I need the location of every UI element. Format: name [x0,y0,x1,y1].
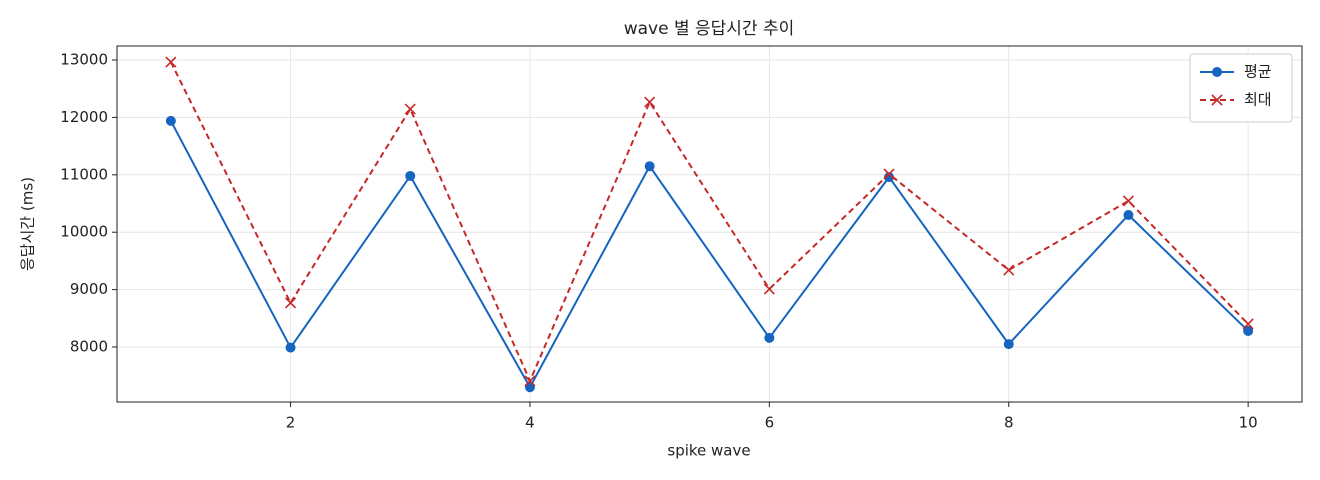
y-tick-label: 13000 [60,51,108,69]
marker [763,283,775,295]
marker [405,170,416,181]
marker [284,297,297,309]
marker [1212,67,1222,77]
marker [883,168,895,180]
marker [165,56,177,68]
y-axis-label: 응답시간 (ms) [19,177,37,271]
y-tick-label: 10000 [60,223,108,241]
series-line [169,120,1249,390]
marker [764,332,775,343]
x-tick-label: 2 [286,414,296,432]
legend-label: 평균 [1244,63,1272,81]
y-tick-label: 8000 [70,338,108,356]
marker [524,375,536,387]
x-axis-label: spike wave [667,442,750,460]
marker [165,115,176,126]
marker [1003,339,1014,350]
y-tick-label: 9000 [70,280,108,298]
y-tick-label: 12000 [60,108,108,126]
x-tick-label: 6 [765,414,775,432]
marker [1003,264,1015,276]
legend-frame [1189,53,1293,123]
marker [644,96,656,108]
x-tick-label: 8 [1004,414,1014,432]
marker [404,103,416,115]
marker [285,342,296,353]
y-tick-label: 11000 [60,165,108,183]
marker [524,382,535,393]
plot-frame [116,45,1303,403]
chart-title: wave 별 응답시간 추이 [624,19,795,39]
marker [884,172,895,183]
x-tick-label: 4 [525,414,535,432]
x-tick-label: 10 [1239,414,1258,432]
marker [1122,195,1135,207]
series-line [169,61,1249,384]
marker [644,161,655,172]
legend-label: 최대 [1244,91,1272,109]
marker [1123,209,1134,220]
marker [1243,325,1254,336]
marker [1242,318,1254,330]
marker [1211,94,1223,106]
